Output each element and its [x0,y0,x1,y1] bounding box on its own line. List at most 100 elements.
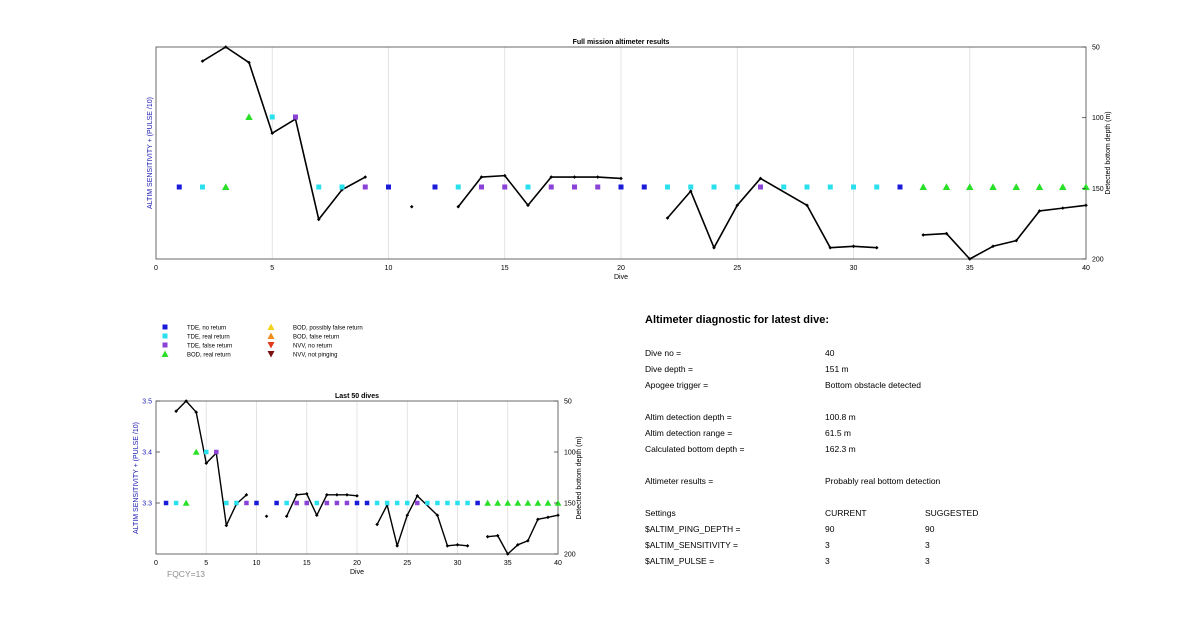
chart1-title: Full mission altimeter results [573,39,670,46]
marker-tde-no-return [274,500,279,506]
diag-value: 162.3 m [825,444,856,454]
depth-point [456,204,461,209]
diag-row-detection-depth: Altim detection depth = 100.8 m [645,412,1065,424]
depth-point [479,175,484,179]
legend-item: BOD, false return [267,332,339,341]
diag-key: $ALTIM_PULSE = [645,556,715,566]
depth-point [355,494,359,498]
chart1-right-ticks: 50 100 150 200 [1082,45,1104,264]
marker-bod-real-return [989,183,997,190]
marker-tde-false-return [304,500,309,506]
depth-point [735,203,740,208]
x-tick-label: 10 [253,560,261,567]
diag-row-dive-depth: Dive depth = 151 m [645,364,1065,376]
depth-point [304,492,309,496]
depth-line [457,174,622,208]
chart1-x-ticks: 0 5 10 15 20 25 30 35 40 [154,265,1090,272]
legend-item: NVV, not pinging [267,351,337,359]
depth-point [485,534,490,539]
marker-tde-no-return [475,500,480,506]
marker-tde-no-return [254,500,259,506]
diag-key: Dive depth = [645,364,693,374]
depth-point [828,245,833,250]
depth-point [223,45,228,49]
diag-suggested: SUGGESTED [925,508,979,518]
depth-point [247,60,251,65]
marker-tde-no-return [163,500,169,506]
legend-label: BOD, real return [187,353,231,359]
legend-square-marker [162,333,168,339]
chart2-title: Last 50 dives [335,393,379,400]
marker-tde-real-return [425,500,430,506]
marker-bod-real-return [1012,183,1020,190]
legend-item: NVV, no return [267,342,332,350]
legend-label: NVV, not pinging [293,353,337,359]
marker-tde-real-return [394,500,400,506]
marker-tde-no-return [641,184,647,190]
diag-row-detection-range: Altim detection range = 61.5 m [645,428,1065,440]
x-tick-label: 30 [454,560,462,567]
depth-point [665,216,670,220]
x-tick-label: 35 [504,560,512,567]
diag-row-sensitivity: $ALTIM_SENSITIVITY = 3 3 [645,540,1065,552]
marker-bod-real-return [182,499,190,506]
diag-row-dive-no: Dive no = 40 [645,348,1065,360]
depth-point [294,493,299,497]
x-tick-label: 30 [850,265,858,272]
diag-key: Calculated bottom depth = [645,444,745,454]
legend-triangle-up-marker [267,332,275,339]
right-tick-label: 50 [564,399,572,406]
marker-tde-real-return [688,184,694,190]
x-tick-label: 25 [733,265,741,272]
chart2-depth-lines [174,399,560,556]
marker-tde-real-return [525,184,531,190]
marker-tde-false-return [294,500,299,506]
marker-bod-real-return [1059,183,1067,190]
marker-tde-no-return [364,500,370,506]
depth-point [363,175,368,179]
depth-point [415,494,420,498]
depth-point [516,543,520,547]
marker-bod-real-return [966,183,974,190]
chart1-depth-lines [200,45,1088,261]
depth-point [967,257,972,261]
marker-tde-false-return [595,184,601,190]
marker-tde-no-return [386,184,391,190]
depth-point [445,544,450,548]
marker-bod-real-return [524,499,532,506]
diag-suggested: 3 [925,556,930,566]
x-tick-label: 5 [204,560,208,567]
full-mission-chart: 0 5 10 15 20 25 30 35 40 50 100 150 200 Full missio… [147,39,1112,281]
depth-point [758,176,763,181]
diag-key: $ALTIM_PING_DEPTH = [645,524,741,534]
marker-tde-real-return [384,500,390,506]
depth-point [405,513,410,518]
chart2-ylabel-right: Detected bottom depth (m) [576,436,583,519]
depth-line [202,46,366,221]
marker-tde-real-return [374,500,380,506]
depth-point [335,493,339,497]
depth-point [595,175,600,179]
chart1-plot-box [155,46,1087,260]
marker-tde-false-return [344,500,350,506]
depth-point [465,544,470,548]
legend-label: TDE, real return [187,335,230,341]
legend-triangle-up-marker [161,350,169,357]
marker-tde-real-return [874,184,880,190]
legend-label: TDE, no return [187,326,226,332]
marker-tde-false-return [293,114,298,120]
legend: TDE, no return TDE, real return TDE, false… [161,323,363,359]
chart1-ylabel-right: Detected bottom depth (m) [1105,111,1112,194]
depth-point [204,461,209,466]
legend-square-marker [162,342,168,348]
marker-tde-false-return [479,184,484,190]
diag-value: 61.5 m [825,428,851,438]
marker-tde-real-return [224,500,229,506]
depth-point [549,175,554,179]
diag-row-pulse: $ALTIM_PULSE = 3 3 [645,556,1065,568]
depth-point [224,523,229,528]
chart1-markers [176,113,1090,190]
diag-value: 90 [825,524,835,534]
legend-triangle-down-marker [267,351,275,358]
diag-value: 3 [825,556,830,566]
